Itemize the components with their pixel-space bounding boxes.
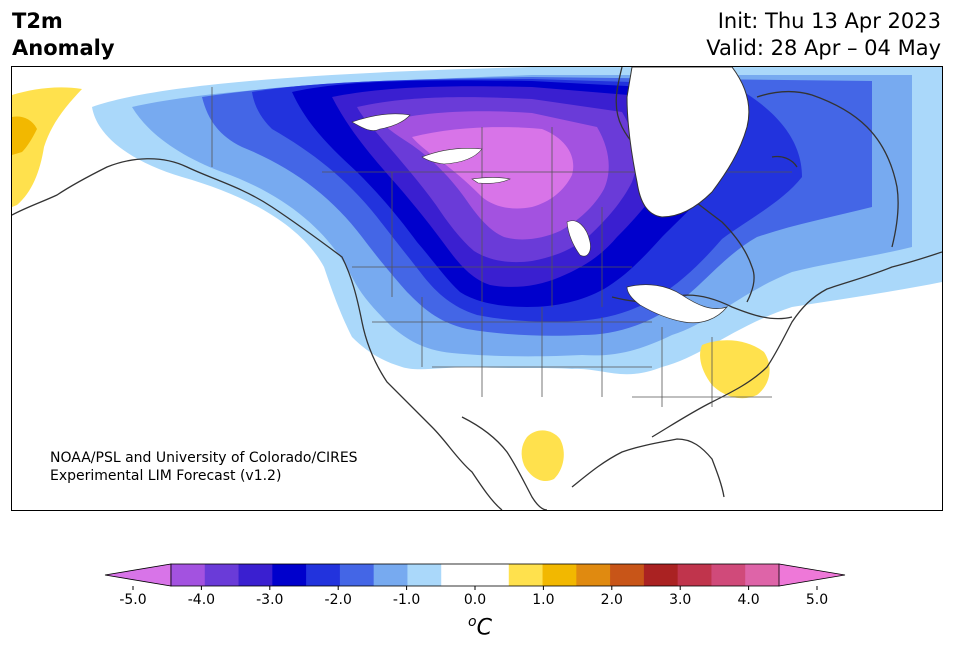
colorbar-segment — [339, 564, 375, 586]
valid-date: Valid: 28 Apr – 04 May — [706, 36, 941, 60]
colorbar-segment — [508, 564, 544, 586]
colorbar-segment — [407, 564, 442, 586]
political-borders — [211, 87, 792, 407]
colorbar-segment — [643, 564, 679, 586]
credit-line-2: Experimental LIM Forecast (v1.2) — [50, 468, 282, 484]
lake-winnipeg — [566, 220, 591, 257]
colorbar-segment — [542, 564, 577, 586]
colorbar-min-arrow — [104, 563, 172, 587]
colorbar-scale: -5.0 -4.0 -3.0 -2.0 -1.0 0.0 1.0 2.0 3.0 4.0 5.0 — [104, 563, 846, 608]
great-bear-lake — [351, 113, 411, 131]
colorbar-tick-label: -5.0 — [119, 592, 146, 608]
colorbar-tick-label: 2.0 — [601, 592, 623, 608]
init-date: Init: Thu 13 Apr 2023 — [717, 9, 941, 33]
colorbar-max-arrow — [778, 563, 846, 587]
title-line-2: Anomaly — [12, 36, 115, 60]
anomaly-plus-05-east — [700, 340, 770, 399]
unit-letter: C — [476, 615, 492, 641]
colorbar-segment — [171, 564, 206, 586]
colorbar-tick-label: -1.0 — [393, 592, 420, 608]
great-slave-lake — [421, 147, 483, 165]
data-credit: NOAA/PSL and University of Colorado/CIRE… — [50, 449, 358, 485]
colorbar-segment — [238, 564, 273, 586]
anomaly-plus-05-mexico — [521, 430, 564, 482]
colorbar-segment — [204, 564, 240, 586]
colorbar-segment — [711, 564, 746, 586]
colorbar-segment — [272, 564, 307, 586]
anomaly-minus-45 — [412, 127, 574, 209]
great-lakes — [626, 284, 729, 324]
colorbar-tick-label: 0.0 — [464, 592, 486, 608]
colorbar-tick-label: -2.0 — [325, 592, 352, 608]
anomaly-map: NOAA/PSL and University of Colorado/CIRE… — [12, 67, 942, 510]
colorbar-segment — [475, 564, 510, 586]
colorbar-segment — [373, 564, 408, 586]
anomaly-plus-05-alaska-west — [12, 87, 82, 207]
colorbar: -5.0 -4.0 -3.0 -2.0 -1.0 0.0 1.0 2.0 3.0 4.0 5.0 o… — [100, 560, 860, 650]
colorbar-unit: oC — [100, 614, 860, 640]
colorbar-segment — [306, 564, 341, 586]
colorbar-tick-label: -4.0 — [188, 592, 215, 608]
colorbar-segment — [576, 564, 611, 586]
credit-line-1: NOAA/PSL and University of Colorado/CIRE… — [50, 450, 358, 466]
chart-title: T2m Anomaly — [12, 8, 115, 62]
colorbar-tick-label: 5.0 — [806, 592, 828, 608]
colorbar-tick-label: -3.0 — [256, 592, 283, 608]
forecast-dates: Init: Thu 13 Apr 2023 Valid: 28 Apr – 04… — [706, 8, 941, 62]
colorbar-tick-label: 1.0 — [532, 592, 554, 608]
map-panel: NOAA/PSL and University of Colorado/CIRE… — [11, 66, 943, 511]
unit-degree: o — [468, 614, 477, 630]
anomaly-plus-10-alaska — [12, 116, 37, 155]
colorbar-tick-label: 4.0 — [737, 592, 759, 608]
colorbar-segment — [677, 564, 712, 586]
colorbar-segment — [745, 564, 780, 586]
colorbar-segment — [441, 564, 476, 586]
lake-athabasca — [471, 177, 511, 184]
colorbar-tick-label: 3.0 — [669, 592, 691, 608]
colorbar-segment — [610, 564, 645, 586]
hudson-bay — [626, 67, 750, 218]
title-line-1: T2m — [12, 9, 63, 33]
